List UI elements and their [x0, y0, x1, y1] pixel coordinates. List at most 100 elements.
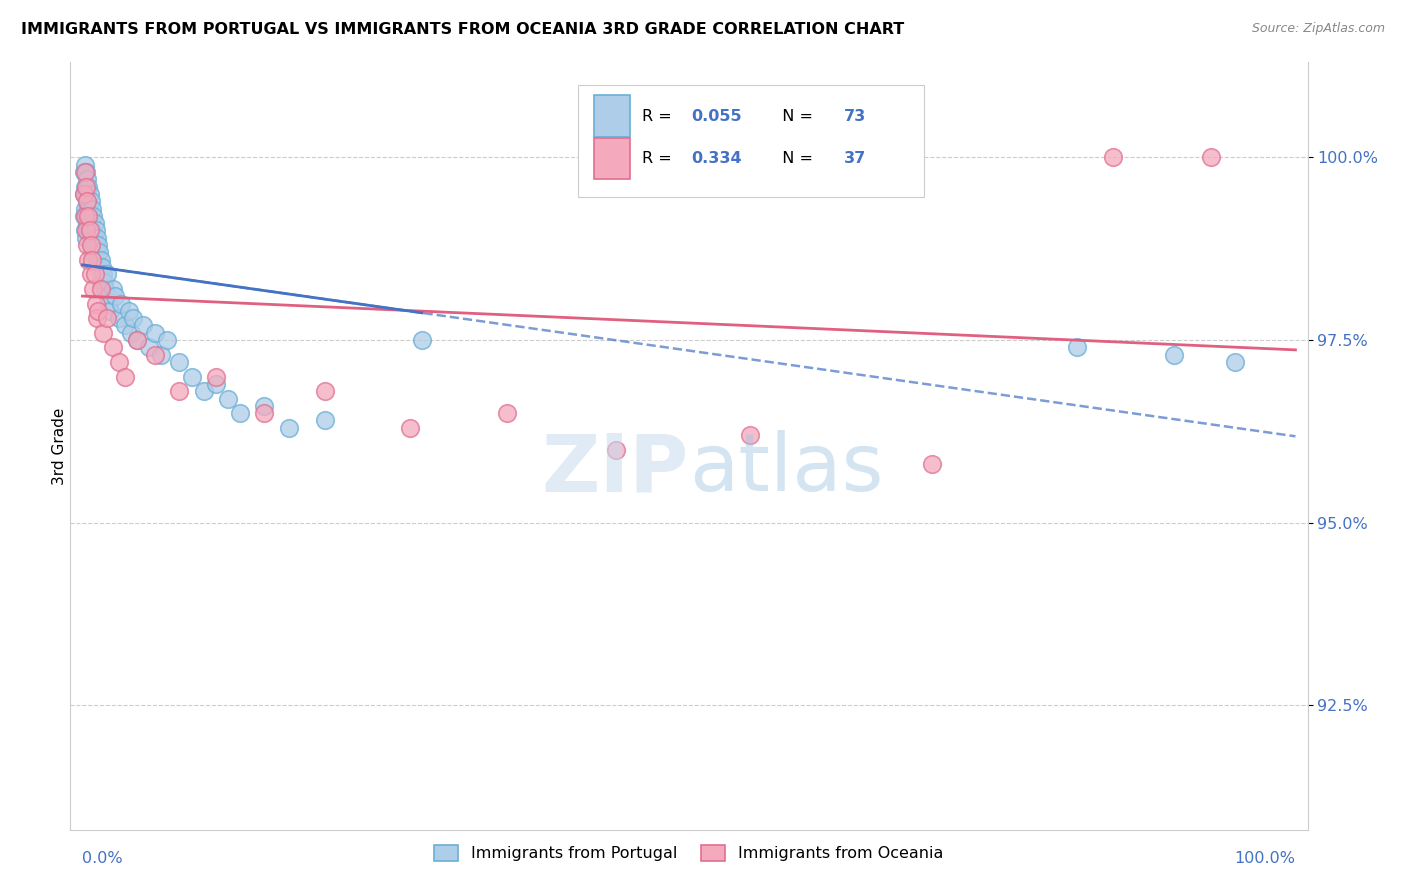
Text: 0.055: 0.055 [692, 109, 742, 124]
Point [180, 369, 202, 384]
Point [79, 186, 101, 201]
Point [1199, 150, 1222, 164]
Point [96, 311, 118, 326]
Point [82, 245, 104, 260]
Point [83, 216, 105, 230]
Point [114, 318, 136, 333]
Point [90, 252, 112, 267]
Point [75, 165, 97, 179]
FancyBboxPatch shape [593, 95, 630, 136]
Point [120, 326, 142, 340]
Point [79, 209, 101, 223]
Point [101, 282, 124, 296]
Text: 73: 73 [844, 109, 866, 124]
Point [76, 194, 98, 209]
Point [86, 252, 108, 267]
Point [98, 296, 121, 310]
Point [80, 268, 103, 282]
Point [605, 442, 627, 457]
Text: N =: N = [772, 109, 818, 124]
Point [72, 165, 94, 179]
Point [91, 268, 114, 282]
Point [253, 399, 276, 413]
Point [84, 296, 107, 310]
Point [82, 282, 104, 296]
Point [229, 406, 252, 420]
Point [75, 179, 97, 194]
Point [89, 245, 111, 260]
Point [75, 223, 97, 237]
Point [104, 289, 127, 303]
Point [411, 333, 433, 347]
Legend: Immigrants from Portugal, Immigrants from Oceania: Immigrants from Portugal, Immigrants fro… [427, 838, 950, 868]
Point [156, 333, 179, 347]
Point [73, 209, 96, 223]
Text: 100.0%: 100.0% [1234, 852, 1295, 866]
Point [125, 333, 148, 347]
Text: 37: 37 [844, 151, 866, 166]
Text: ZIP: ZIP [541, 430, 689, 508]
Point [150, 348, 173, 362]
Point [73, 158, 96, 172]
Point [77, 179, 100, 194]
Point [82, 252, 104, 267]
Point [80, 216, 103, 230]
Point [72, 186, 94, 201]
Point [72, 186, 94, 201]
Point [73, 179, 96, 194]
Point [114, 369, 136, 384]
Point [86, 231, 108, 245]
Point [117, 303, 139, 318]
Point [77, 223, 100, 237]
Point [91, 326, 114, 340]
Y-axis label: 3rd Grade: 3rd Grade [52, 408, 66, 484]
FancyBboxPatch shape [593, 137, 630, 179]
Point [132, 318, 155, 333]
Point [1066, 340, 1088, 354]
FancyBboxPatch shape [578, 86, 924, 197]
Point [193, 384, 215, 399]
Point [83, 238, 105, 252]
Text: atlas: atlas [689, 430, 883, 508]
Point [108, 355, 131, 369]
Point [77, 252, 100, 267]
Point [110, 296, 132, 310]
Point [1163, 348, 1185, 362]
Point [1102, 150, 1125, 164]
Point [96, 268, 118, 282]
Text: IMMIGRANTS FROM PORTUGAL VS IMMIGRANTS FROM OCEANIA 3RD GRADE CORRELATION CHART: IMMIGRANTS FROM PORTUGAL VS IMMIGRANTS F… [21, 22, 904, 37]
Point [921, 457, 943, 471]
Point [72, 209, 94, 223]
Point [77, 209, 100, 223]
Point [73, 202, 96, 216]
Point [73, 165, 96, 179]
Point [97, 289, 120, 303]
Point [217, 392, 239, 406]
Point [94, 282, 117, 296]
Point [205, 376, 228, 391]
Point [87, 260, 110, 274]
Point [738, 428, 761, 442]
Text: 0.0%: 0.0% [83, 852, 124, 866]
Text: Source: ZipAtlas.com: Source: ZipAtlas.com [1251, 22, 1385, 36]
Point [87, 238, 110, 252]
Point [169, 355, 191, 369]
Point [314, 413, 336, 427]
Point [122, 311, 145, 326]
Point [77, 202, 100, 216]
Point [143, 348, 166, 362]
Point [87, 303, 110, 318]
Point [76, 216, 98, 230]
Point [82, 202, 104, 216]
Point [108, 311, 131, 326]
Point [76, 194, 98, 209]
Text: R =: R = [643, 151, 676, 166]
Point [75, 209, 97, 223]
Text: N =: N = [772, 151, 818, 166]
Point [82, 209, 104, 223]
Point [76, 172, 98, 186]
Point [80, 238, 103, 252]
Point [93, 275, 115, 289]
Point [496, 406, 519, 420]
Point [82, 231, 104, 245]
